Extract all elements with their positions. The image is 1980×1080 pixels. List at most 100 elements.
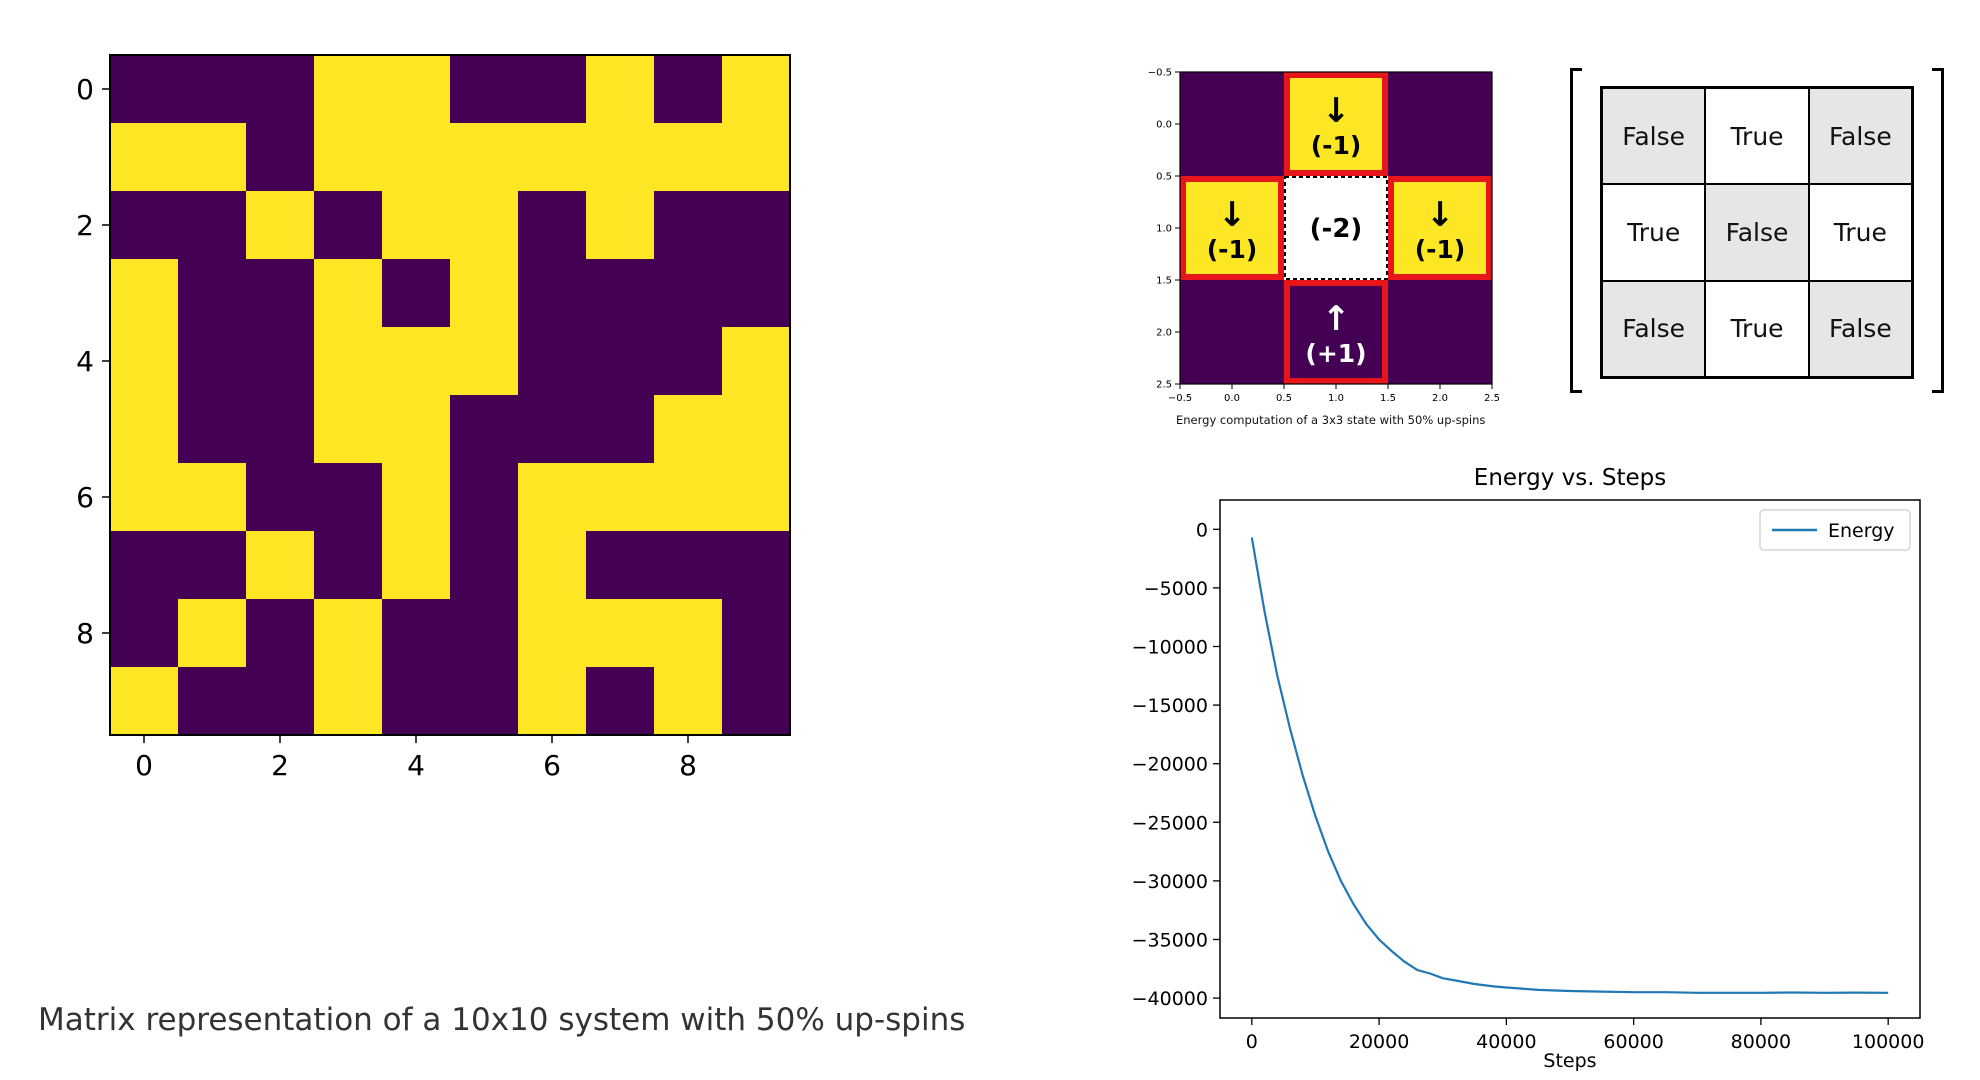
energy-example-cells — [1180, 72, 1493, 385]
boolean-matrix-grid: False True False True False True False T… — [1600, 86, 1914, 379]
spin-cell — [382, 667, 451, 736]
energy-annotations: ↓(-1)↓(-1)(-2) ↓(-1)↑(+1) — [1207, 91, 1466, 368]
spin-cell — [178, 531, 247, 600]
spin-matrix-caption: Matrix representation of a 10x10 system … — [38, 1002, 966, 1038]
y-tick-label: 6 — [76, 481, 94, 514]
spin-cell — [450, 395, 519, 464]
spin-cell — [586, 191, 655, 260]
y-tick-label: −20000 — [1132, 754, 1208, 776]
y-tick-label: −30000 — [1132, 871, 1208, 893]
spin-cell — [178, 599, 247, 668]
spin-cell — [518, 599, 587, 668]
chart-plot-area — [1219, 499, 1921, 1019]
spin-cell — [382, 531, 451, 600]
spin-cell — [382, 463, 451, 532]
spin-cell — [110, 327, 179, 396]
spin-cell — [314, 463, 383, 532]
x-tick-label: 2 — [271, 749, 289, 782]
spin-arrow-icon: ↓ — [1426, 195, 1455, 235]
y-tick-label: −0.5 — [1148, 68, 1172, 79]
spin-cell — [246, 599, 315, 668]
spin-cell — [722, 55, 791, 124]
x-tick-label: 0.0 — [1224, 393, 1240, 404]
x-tick-label: 1.5 — [1380, 393, 1396, 404]
spin-cell — [654, 191, 723, 260]
spin-cell — [450, 463, 519, 532]
y-tick-label: −15000 — [1132, 695, 1208, 717]
y-tick-label: 4 — [76, 345, 94, 378]
spin-cell — [178, 123, 247, 192]
y-tick-label: 2.0 — [1156, 328, 1172, 339]
spin-cell — [314, 599, 383, 668]
spin-matrix-y-ticks: 0 2 4 6 8 — [76, 73, 110, 650]
spin-cell — [654, 55, 723, 124]
spin-cell — [654, 327, 723, 396]
spin-cell — [586, 327, 655, 396]
chart-x-ticks: 0 20000 40000 60000 80000 100000 — [1246, 1018, 1925, 1053]
spin-cell — [722, 191, 791, 260]
boolean-cell: True — [1705, 280, 1809, 377]
boolean-cell: True — [1602, 184, 1706, 281]
spin-cell — [110, 55, 179, 124]
spin-cell — [518, 191, 587, 260]
y-tick-label: 0.0 — [1156, 120, 1172, 131]
energy-cell — [1388, 280, 1493, 385]
y-tick-label: 8 — [76, 617, 94, 650]
y-tick-label: 2 — [76, 209, 94, 242]
spin-cell — [518, 259, 587, 328]
y-tick-label: −40000 — [1132, 988, 1208, 1010]
y-tick-label: −5000 — [1144, 578, 1208, 600]
spin-cell — [314, 667, 383, 736]
spin-cell — [178, 191, 247, 260]
spin-cell — [314, 123, 383, 192]
spin-cell — [314, 259, 383, 328]
y-tick-label: 0.5 — [1156, 172, 1172, 183]
spin-cell — [586, 531, 655, 600]
boolean-cell: False — [1705, 184, 1809, 281]
spin-cell — [382, 327, 451, 396]
x-axis-label: Steps — [1543, 1050, 1596, 1072]
energy-example-x-ticks: −0.5 0.0 0.5 1.0 1.5 2.0 2.5 — [1168, 384, 1500, 404]
spin-cell — [382, 259, 451, 328]
x-tick-label: 100000 — [1852, 1031, 1925, 1053]
spin-cell — [450, 667, 519, 736]
spin-cell — [110, 463, 179, 532]
spin-cell — [722, 463, 791, 532]
spin-cell — [314, 191, 383, 260]
boolean-cell: False — [1808, 280, 1912, 377]
spin-cell — [586, 395, 655, 464]
spin-cell — [246, 259, 315, 328]
energy-contribution-label: (-1) — [1311, 131, 1362, 160]
spin-cell — [246, 463, 315, 532]
x-tick-label: 0.5 — [1276, 393, 1292, 404]
spin-cell — [110, 599, 179, 668]
boolean-cell: False — [1602, 88, 1706, 185]
spin-cell — [314, 395, 383, 464]
spin-cell — [722, 531, 791, 600]
left-bracket — [1570, 68, 1582, 393]
spin-cell — [654, 123, 723, 192]
neighbor-highlight-outlines — [1180, 72, 1492, 384]
energy-cell — [1284, 176, 1389, 281]
spin-cell — [110, 531, 179, 600]
boolean-cell: True — [1808, 184, 1912, 281]
energy-cell — [1180, 72, 1285, 177]
spin-cell — [246, 395, 315, 464]
boolean-cell: False — [1808, 88, 1912, 185]
energy-example-plot: −0.5 0.0 0.5 1.0 1.5 2.0 2.5 −0.5 0.0 0.5 1.0 1.5 2… — [1148, 68, 1500, 405]
spin-cell — [178, 667, 247, 736]
x-tick-label: 6 — [543, 749, 561, 782]
spin-cell — [722, 123, 791, 192]
spin-cell — [246, 667, 315, 736]
right-bracket — [1932, 68, 1944, 393]
x-tick-label: 1.0 — [1328, 393, 1344, 404]
y-tick-label: −10000 — [1132, 636, 1208, 658]
energy-example-y-ticks: −0.5 0.0 0.5 1.0 1.5 2.0 2.5 — [1148, 68, 1180, 391]
x-tick-label: 0 — [1246, 1031, 1258, 1053]
energy-cell — [1388, 176, 1493, 281]
neighbor-highlight-box — [1180, 176, 1284, 280]
energy-cell — [1284, 280, 1389, 385]
spin-matrix-plot: 0 2 4 6 8 0 2 4 6 8 — [76, 54, 791, 782]
spin-cell — [654, 463, 723, 532]
spin-cell — [450, 531, 519, 600]
